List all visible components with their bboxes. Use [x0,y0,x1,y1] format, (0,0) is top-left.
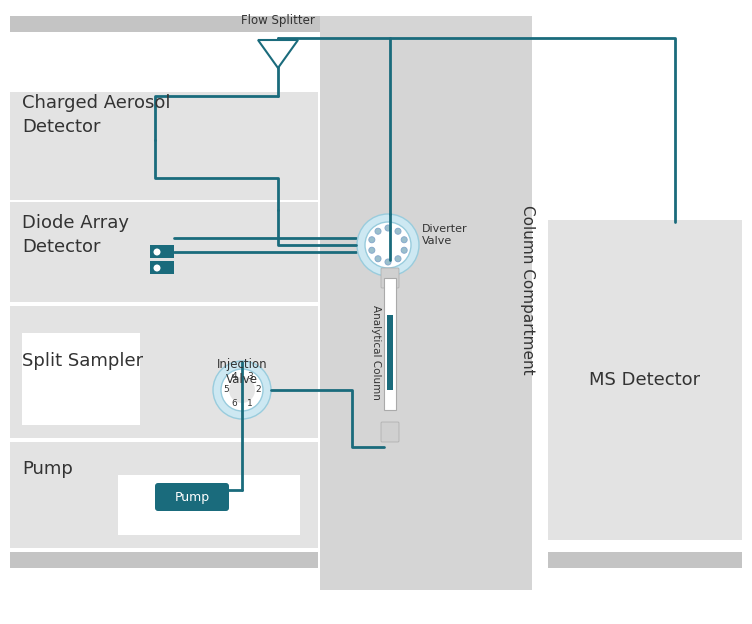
Bar [387,315,393,390]
Circle shape [401,247,407,253]
Text: Diverter
Valve: Diverter Valve [422,224,468,246]
Circle shape [221,369,263,411]
Circle shape [375,228,381,234]
Text: Pump: Pump [174,490,210,504]
Circle shape [357,214,419,276]
Text: MS Detector: MS Detector [590,371,701,389]
Circle shape [153,265,160,271]
Circle shape [368,247,374,253]
Text: 4: 4 [231,372,237,381]
Bar [548,220,742,540]
Text: 5: 5 [223,386,229,394]
Bar [10,92,318,200]
Bar [10,202,318,302]
Polygon shape [258,40,298,68]
Text: 3: 3 [247,372,253,381]
Bar [384,278,396,410]
Circle shape [368,236,374,243]
Bar [22,333,140,425]
Bar [320,16,532,590]
Circle shape [395,228,401,234]
FancyBboxPatch shape [155,483,229,511]
Text: 2: 2 [255,386,261,394]
Bar [548,552,742,568]
Text: Pump: Pump [22,460,73,478]
Text: Diode Array
Detector: Diode Array Detector [22,214,129,256]
Bar [10,552,318,568]
Text: Split Sampler: Split Sampler [22,352,143,370]
Text: Flow Splitter: Flow Splitter [241,14,315,27]
Bar [10,306,318,438]
Text: Charged Aerosol
Detector: Charged Aerosol Detector [22,94,171,135]
Circle shape [395,256,401,261]
Circle shape [365,222,411,268]
FancyBboxPatch shape [381,268,399,288]
Text: Analytical Column: Analytical Column [371,305,381,399]
Circle shape [385,259,391,265]
Bar [150,261,174,274]
Circle shape [229,377,255,403]
Circle shape [385,225,391,231]
Circle shape [153,248,160,255]
Circle shape [401,236,407,243]
Bar [150,245,174,258]
Text: Column Compartment: Column Compartment [520,205,535,375]
Circle shape [375,256,381,261]
Text: Injection
Valve: Injection Valve [217,358,267,386]
Bar [118,475,300,535]
Bar [10,442,318,548]
Text: 1: 1 [247,399,253,408]
Circle shape [213,361,271,419]
Bar [10,16,420,32]
Text: 6: 6 [231,399,237,408]
FancyBboxPatch shape [381,422,399,442]
